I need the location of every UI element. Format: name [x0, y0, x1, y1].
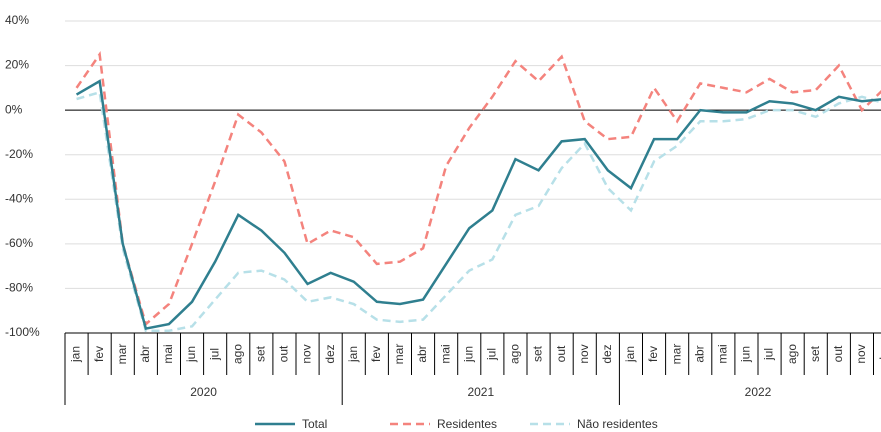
y-tick-label: 0% — [5, 102, 23, 116]
x-tick-label: dez — [877, 344, 881, 363]
x-tick-label: nov — [300, 344, 314, 363]
x-tick-label: jul — [485, 348, 499, 361]
x-tick-label: dez — [600, 344, 614, 363]
x-tick-label: out — [554, 345, 568, 362]
x-tick-label: jun — [739, 346, 753, 363]
x-tick-label: abr — [692, 345, 706, 362]
x-tick-label: dez — [323, 344, 337, 363]
x-tick-label: jan — [623, 346, 637, 363]
x-tick-label: ago — [230, 344, 244, 364]
x-tick-label: set — [254, 345, 268, 362]
x-tick-label: out — [277, 345, 291, 362]
x-tick-label: jan — [346, 346, 360, 363]
x-tick-label: fev — [369, 346, 383, 362]
x-tick-label: fev — [646, 346, 660, 362]
x-tick-label: jun — [461, 346, 475, 363]
x-tick-label: nov — [854, 344, 868, 363]
y-tick-label: -60% — [5, 236, 33, 250]
x-tick-label: jun — [184, 346, 198, 363]
y-tick-label: -80% — [5, 281, 33, 295]
series-line — [75, 51, 881, 327]
x-tick-label: jan — [69, 346, 83, 363]
y-tick-label: 40% — [5, 13, 29, 27]
year-label: 2021 — [467, 385, 494, 399]
legend-label: Residentes — [437, 417, 497, 431]
legend-label: Não residentes — [577, 417, 658, 431]
x-tick-label: jul — [207, 348, 221, 361]
x-tick-label: set — [531, 345, 545, 362]
x-tick-label: mar — [669, 344, 683, 365]
x-tick-label: ago — [785, 344, 799, 364]
x-tick-label: ago — [508, 344, 522, 364]
y-tick-label: -100% — [5, 325, 40, 339]
x-tick-label: abr — [138, 345, 152, 362]
x-tick-label: abr — [415, 345, 429, 362]
x-tick-label: mai — [716, 344, 730, 363]
y-tick-label: -40% — [5, 191, 33, 205]
year-label: 2020 — [190, 385, 217, 399]
x-tick-label: nov — [577, 344, 591, 363]
x-tick-label: mar — [115, 344, 129, 365]
x-tick-label: mai — [161, 344, 175, 363]
legend-label: Total — [302, 417, 327, 431]
y-tick-label: 20% — [5, 58, 29, 72]
x-tick-label: jul — [762, 348, 776, 361]
series-line — [76, 90, 881, 333]
x-tick-label: set — [808, 345, 822, 362]
y-tick-label: -20% — [5, 147, 33, 161]
x-tick-label: fev — [92, 346, 106, 362]
series-line — [75, 79, 881, 330]
year-label: 2022 — [745, 385, 772, 399]
x-tick-label: mai — [438, 344, 452, 363]
x-tick-label: mar — [392, 344, 406, 365]
x-tick-label: out — [831, 345, 845, 362]
